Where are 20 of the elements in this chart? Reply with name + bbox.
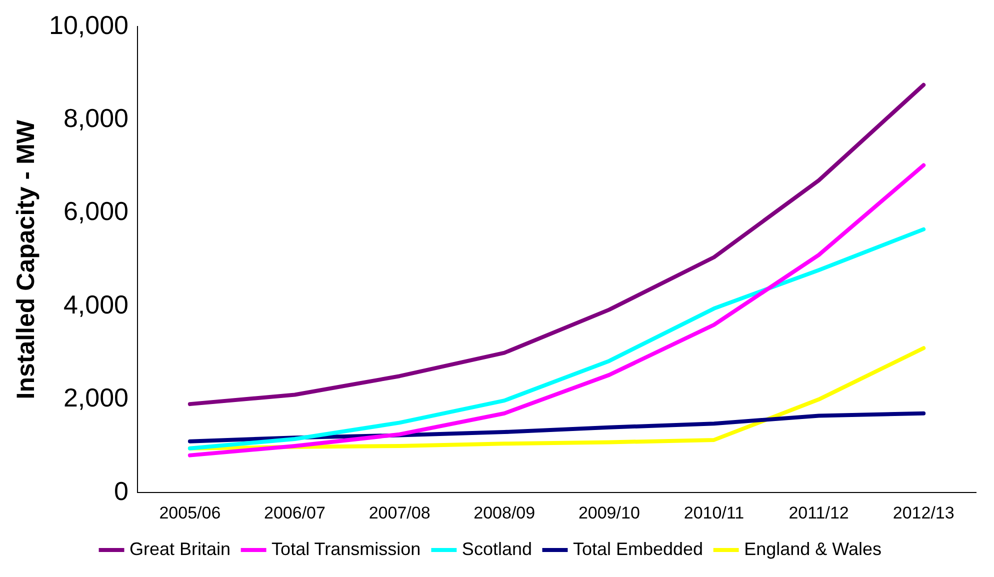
y-tick-label: 4,000 (63, 289, 129, 320)
legend-label: Scotland (462, 538, 532, 559)
legend-label: England & Wales (744, 538, 882, 559)
y-tick-label: 8,000 (63, 102, 129, 133)
legend-label: Total Embedded (572, 538, 704, 559)
x-tick-label: 2010/11 (684, 503, 744, 522)
x-tick-label: 2012/13 (892, 503, 954, 522)
y-tick-label: 2,000 (63, 382, 129, 413)
y-tick-label: 6,000 (63, 196, 129, 226)
legend-label: Total Transmission (272, 538, 421, 559)
y-axis-title: Installed Capacity - MW (12, 120, 40, 400)
x-tick-label: 2011/12 (788, 503, 849, 522)
x-tick-label: 2006/07 (264, 503, 326, 522)
x-tick-label: 2008/09 (474, 503, 536, 522)
y-tick-label: 10,000 (48, 10, 129, 40)
x-tick-label: 2009/10 (578, 503, 640, 522)
x-tick-label: 2005/06 (159, 503, 221, 522)
legend-label: Great Britain (130, 538, 231, 559)
y-tick-label: 0 (114, 476, 129, 506)
x-tick-label: 2007/08 (368, 503, 430, 522)
